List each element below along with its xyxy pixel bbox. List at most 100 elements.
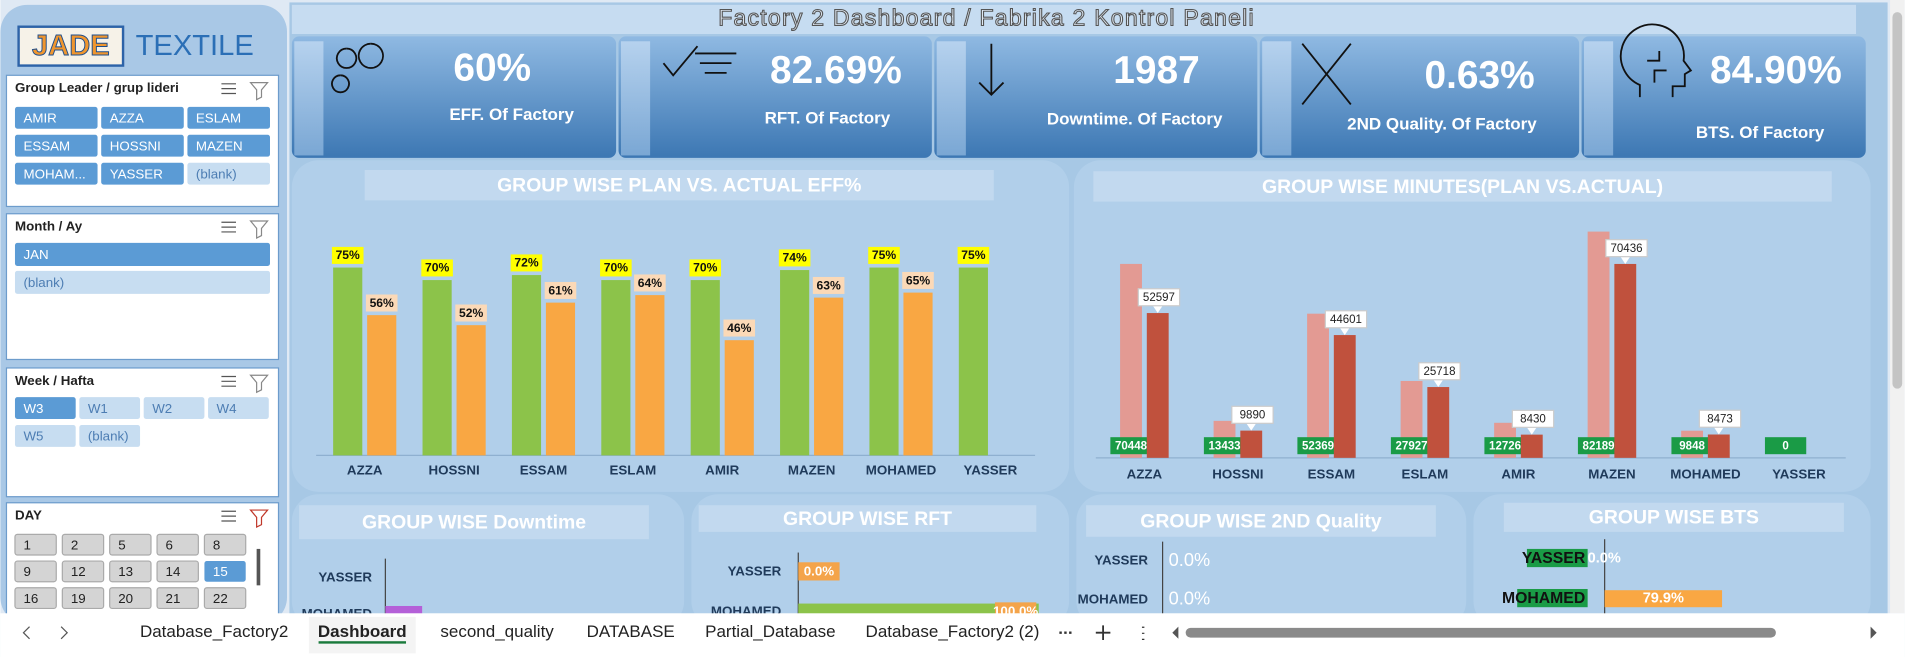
bar [1614, 263, 1637, 458]
slicer-item-label[interactable]: W3 [23, 401, 43, 416]
slicer-item-label[interactable]: HOSSNI [110, 138, 161, 153]
sheet-tab[interactable]: Partial_Database [705, 622, 835, 641]
slicer-item-label[interactable]: 2 [71, 537, 78, 552]
slicer-item-label[interactable]: AZZA [110, 111, 144, 126]
slicer-item-label[interactable]: 13 [118, 564, 133, 579]
slicer-item-label[interactable]: (blank) [88, 429, 129, 444]
slicer-item-label[interactable]: 8 [213, 537, 220, 552]
slicer-item-label[interactable]: 9 [23, 564, 30, 579]
multi-select-icon[interactable] [221, 83, 236, 95]
slicer-item[interactable] [109, 533, 152, 556]
slicer-item[interactable] [208, 397, 269, 419]
nav-next[interactable] [60, 626, 69, 640]
slicer-item[interactable] [204, 561, 246, 582]
slicer-item-label[interactable]: 15 [213, 564, 228, 579]
slicer-item[interactable] [61, 587, 105, 610]
value-label: 70% [604, 261, 628, 275]
slicer-item[interactable] [109, 560, 152, 583]
value-label-box [1390, 437, 1433, 455]
clear-filter-icon[interactable] [249, 220, 269, 240]
slicer-item-label[interactable]: ESSAM [23, 138, 70, 153]
slicer-item[interactable] [61, 560, 105, 583]
clear-filter-icon[interactable] [249, 81, 269, 101]
slicer-item-label[interactable]: AMIR [23, 111, 57, 126]
slicer-item-label[interactable]: MAZEN [196, 138, 243, 153]
slicer-item[interactable] [187, 106, 270, 129]
slicer-item[interactable] [187, 162, 270, 185]
sheet-tab[interactable]: DATABASE [587, 622, 675, 641]
clear-filter-icon[interactable] [249, 509, 269, 529]
slicer-item[interactable] [14, 270, 270, 294]
slicer-item-label[interactable]: (blank) [23, 275, 64, 290]
slicer-item[interactable] [14, 587, 57, 610]
value-label-box [510, 254, 543, 272]
slicer-item[interactable] [14, 560, 57, 583]
bar [780, 270, 810, 456]
slicer-item[interactable] [101, 134, 184, 157]
hscroll-left[interactable] [1172, 626, 1179, 639]
slicer-item[interactable] [156, 533, 199, 556]
slicer-item-label[interactable]: W5 [23, 429, 43, 444]
slicer-item-label[interactable]: (blank) [196, 166, 237, 181]
nav-prev[interactable] [22, 626, 30, 640]
slicer-item[interactable] [14, 533, 57, 556]
slicer-item[interactable] [203, 533, 247, 556]
slicer-item[interactable] [14, 162, 98, 185]
slicer-item-label[interactable]: 22 [213, 591, 228, 606]
hscroll-right[interactable] [1870, 626, 1877, 639]
value-label-box [723, 319, 756, 337]
slicer-item-label[interactable]: 12 [71, 564, 86, 579]
slicer-item[interactable] [79, 425, 141, 447]
slicer-item-label[interactable]: 6 [166, 537, 173, 552]
slicer-item-label[interactable]: W4 [217, 401, 238, 416]
slicer-item-label[interactable]: MOHAM... [23, 166, 85, 181]
multi-select-icon[interactable] [221, 221, 236, 233]
value-label: 0.0% [804, 564, 835, 579]
slicer-item[interactable] [143, 397, 205, 419]
slicer-item[interactable] [109, 587, 152, 610]
slicer-item[interactable] [14, 425, 76, 447]
slicer-item[interactable] [79, 397, 141, 419]
chart-title-bar [698, 505, 1037, 532]
kpi-card [291, 36, 617, 158]
slicer-item-label[interactable]: 21 [166, 591, 181, 606]
slicer-item[interactable] [14, 242, 270, 266]
add-sheet[interactable] [1095, 625, 1111, 640]
sheet-tab[interactable]: Dashboard [318, 622, 407, 641]
chart-title-bar [1093, 171, 1832, 202]
slicer-item-label[interactable]: YASSER [110, 166, 164, 181]
chart-title: GROUP WISE 2ND Quality [1140, 510, 1382, 532]
slicer-item-label[interactable]: 16 [23, 591, 38, 606]
slicer-item-label[interactable]: 20 [118, 591, 133, 606]
slicer-item[interactable] [14, 397, 76, 419]
slicer-item-label[interactable]: W1 [88, 401, 108, 416]
slicer-item[interactable] [61, 533, 105, 556]
kpi-label: BTS. Of Factory [1696, 123, 1825, 142]
slicer-item-label[interactable]: W2 [152, 401, 172, 416]
slicer-item-label[interactable]: ESLAM [196, 111, 241, 126]
slicer-item[interactable] [187, 134, 270, 157]
slicer-item-label[interactable]: 5 [118, 537, 125, 552]
slicer-item[interactable] [156, 587, 199, 610]
sheet-tab[interactable]: second_quality [440, 622, 554, 641]
slicer-item[interactable] [14, 134, 98, 157]
slicer-item[interactable] [101, 106, 184, 129]
slicer-item[interactable] [101, 162, 184, 185]
hscroll-thumb[interactable] [1185, 627, 1776, 638]
multi-select-icon[interactable] [221, 375, 236, 387]
clear-filter-icon[interactable] [249, 374, 269, 394]
slicer-item[interactable] [156, 560, 199, 583]
multi-select-icon[interactable] [221, 510, 236, 522]
value-label-box [455, 304, 487, 322]
slicer-item-label[interactable]: 1 [23, 537, 30, 552]
slicer-item-label[interactable]: 14 [166, 564, 181, 579]
slicer-item[interactable] [203, 587, 247, 610]
sheet-tab[interactable]: Database_Factory2 [140, 622, 288, 641]
slicer-item-label[interactable]: JAN [23, 247, 48, 262]
x-tick-label: AMIR [1501, 466, 1535, 481]
slicer-item-label[interactable]: 19 [71, 591, 86, 606]
callout-pointer [1433, 379, 1444, 388]
bar [333, 267, 363, 456]
slicer-item[interactable] [14, 106, 98, 129]
sheet-tab[interactable]: Database_Factory2 (2) [866, 622, 1040, 641]
